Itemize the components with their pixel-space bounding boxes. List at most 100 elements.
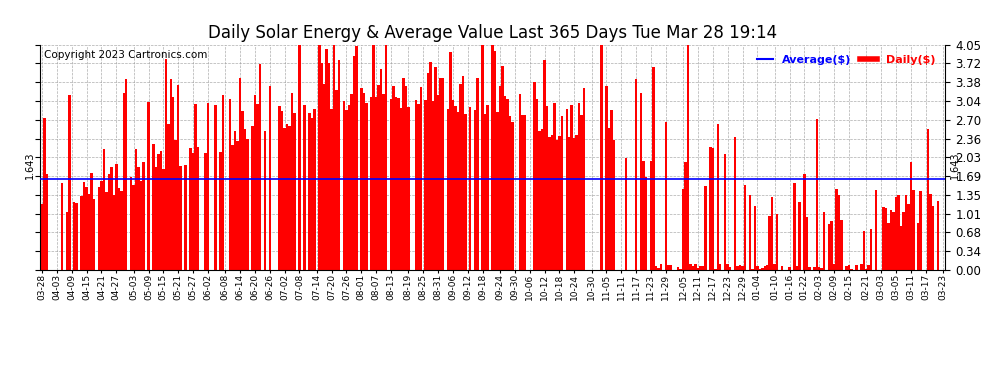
Bar: [219, 152, 222, 270]
Bar: [44, 118, 46, 270]
Text: 1.643: 1.643: [25, 151, 35, 179]
Bar: [100, 180, 103, 270]
Bar: [870, 230, 872, 270]
Bar: [46, 174, 49, 270]
Bar: [313, 109, 316, 270]
Bar: [311, 118, 313, 270]
Bar: [169, 80, 172, 270]
Bar: [694, 264, 697, 270]
Bar: [417, 104, 420, 270]
Bar: [712, 148, 714, 270]
Bar: [105, 192, 108, 270]
Bar: [346, 110, 347, 270]
Bar: [865, 269, 867, 270]
Bar: [768, 216, 771, 270]
Bar: [823, 212, 826, 270]
Bar: [435, 67, 437, 270]
Bar: [88, 194, 90, 270]
Bar: [189, 148, 192, 270]
Bar: [677, 267, 679, 270]
Bar: [407, 107, 410, 270]
Bar: [110, 167, 113, 270]
Legend: Average($), Daily($): Average($), Daily($): [752, 51, 940, 69]
Bar: [788, 267, 791, 270]
Bar: [343, 101, 346, 270]
Bar: [816, 119, 818, 270]
Bar: [860, 264, 862, 270]
Bar: [763, 266, 766, 270]
Bar: [118, 188, 120, 270]
Bar: [813, 267, 816, 270]
Bar: [338, 60, 341, 270]
Bar: [350, 94, 352, 270]
Bar: [895, 197, 897, 270]
Bar: [583, 88, 585, 270]
Bar: [283, 128, 286, 270]
Bar: [157, 154, 159, 270]
Bar: [286, 124, 288, 270]
Bar: [352, 56, 355, 270]
Bar: [365, 102, 367, 270]
Bar: [737, 266, 739, 270]
Bar: [659, 264, 662, 270]
Bar: [194, 104, 197, 270]
Bar: [298, 45, 301, 270]
Bar: [890, 210, 892, 270]
Bar: [377, 86, 380, 270]
Bar: [771, 196, 773, 270]
Bar: [138, 167, 140, 270]
Bar: [291, 93, 293, 270]
Bar: [397, 98, 400, 270]
Bar: [828, 225, 831, 270]
Bar: [932, 206, 935, 270]
Bar: [263, 131, 266, 270]
Bar: [83, 182, 85, 270]
Bar: [239, 78, 242, 270]
Bar: [917, 223, 920, 270]
Bar: [318, 45, 321, 270]
Bar: [437, 95, 440, 270]
Bar: [486, 105, 489, 270]
Bar: [115, 164, 118, 270]
Bar: [838, 195, 841, 270]
Bar: [293, 113, 296, 270]
Bar: [803, 174, 806, 270]
Bar: [237, 141, 239, 270]
Bar: [610, 110, 613, 270]
Bar: [902, 212, 905, 270]
Text: Copyright 2023 Cartronics.com: Copyright 2023 Cartronics.com: [45, 50, 208, 60]
Bar: [140, 181, 143, 270]
Bar: [739, 265, 742, 270]
Bar: [504, 96, 506, 270]
Bar: [308, 113, 311, 270]
Bar: [459, 84, 461, 270]
Bar: [456, 112, 459, 270]
Bar: [862, 231, 865, 270]
Bar: [108, 174, 110, 270]
Bar: [702, 266, 704, 270]
Bar: [773, 264, 776, 270]
Bar: [113, 195, 115, 270]
Bar: [548, 138, 550, 270]
Bar: [724, 154, 727, 270]
Bar: [761, 268, 763, 270]
Bar: [242, 111, 244, 270]
Bar: [544, 60, 545, 270]
Bar: [244, 129, 247, 270]
Bar: [937, 201, 940, 270]
Bar: [793, 183, 796, 270]
Bar: [743, 185, 746, 270]
Bar: [336, 90, 338, 270]
Bar: [90, 173, 93, 270]
Bar: [179, 166, 182, 270]
Bar: [669, 265, 672, 270]
Bar: [135, 149, 138, 270]
Bar: [506, 99, 509, 270]
Bar: [80, 196, 83, 270]
Bar: [281, 111, 283, 270]
Bar: [649, 160, 652, 270]
Bar: [900, 226, 902, 270]
Bar: [501, 66, 504, 270]
Bar: [753, 206, 756, 270]
Bar: [847, 266, 850, 270]
